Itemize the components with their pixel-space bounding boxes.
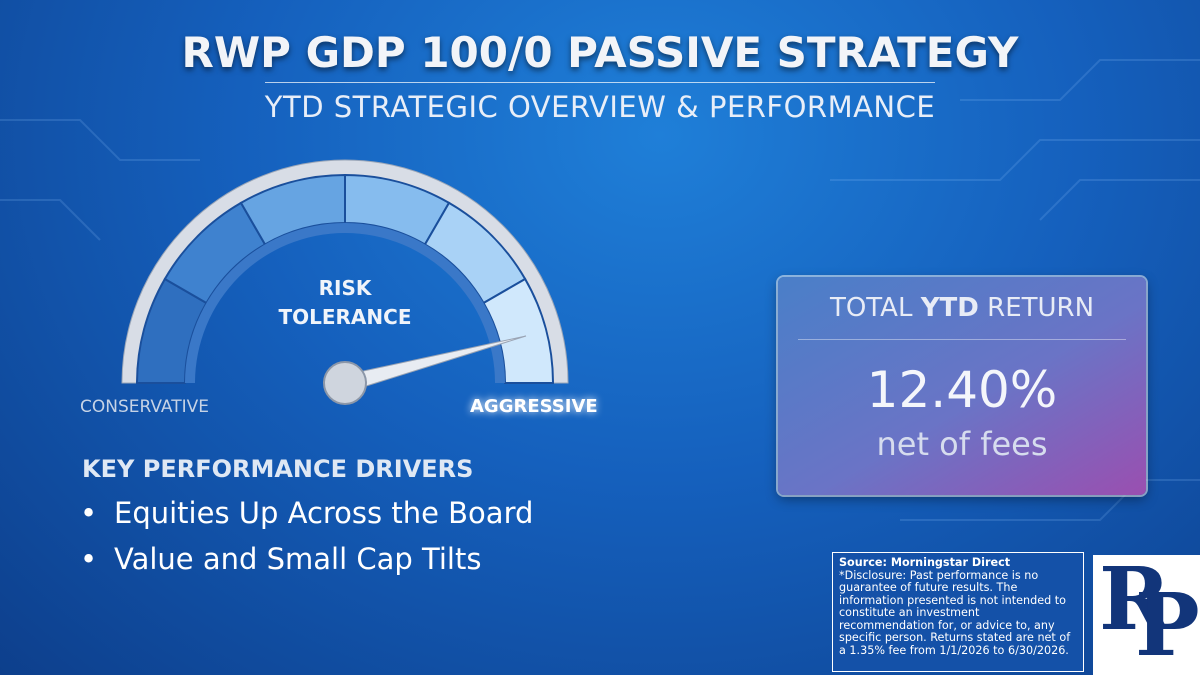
drivers-heading: KEY PERFORMANCE DRIVERS	[82, 455, 474, 483]
box-rule	[798, 339, 1126, 340]
driver-text: Value and Small Cap Tilts	[114, 542, 482, 576]
driver-text: Equities Up Across the Board	[114, 496, 534, 530]
return-heading: TOTAL YTD RETURN	[778, 293, 1146, 323]
heading-part: YTD	[920, 293, 979, 323]
gauge-left-label: CONSERVATIVE	[80, 397, 210, 417]
title-rule	[265, 82, 935, 83]
driver-item: • Value and Small Cap Tilts	[80, 542, 482, 576]
driver-item: • Equities Up Across the Board	[80, 496, 534, 530]
title: RWP GDP 100/0 PASSIVE STRATEGY	[181, 28, 1019, 77]
gauge-right-label: AGGRESSIVE	[470, 396, 598, 417]
gauge-label: TOLERANCE	[278, 305, 412, 329]
disclosure-text: *Disclosure: Past performance is no guar…	[839, 568, 1071, 657]
return-note: net of fees	[876, 425, 1048, 463]
logo: R P	[1093, 549, 1200, 675]
gauge-label: RISK	[318, 276, 372, 300]
disclosure-box: Source: Morningstar Direct *Disclosure: …	[832, 552, 1084, 672]
heading-part: RETURN	[987, 293, 1095, 323]
subtitle: YTD STRATEGIC OVERVIEW & PERFORMANCE	[264, 90, 936, 124]
heading-part: TOTAL	[829, 293, 913, 323]
return-box: TOTAL YTD RETURN 12.40% net of fees	[778, 277, 1146, 495]
logo-letter: P	[1135, 575, 1200, 675]
logo-letter: R	[1099, 549, 1171, 650]
source: Source: Morningstar Direct	[839, 556, 1011, 569]
return-value: 12.40%	[866, 361, 1058, 419]
gauge-hub	[323, 361, 367, 405]
